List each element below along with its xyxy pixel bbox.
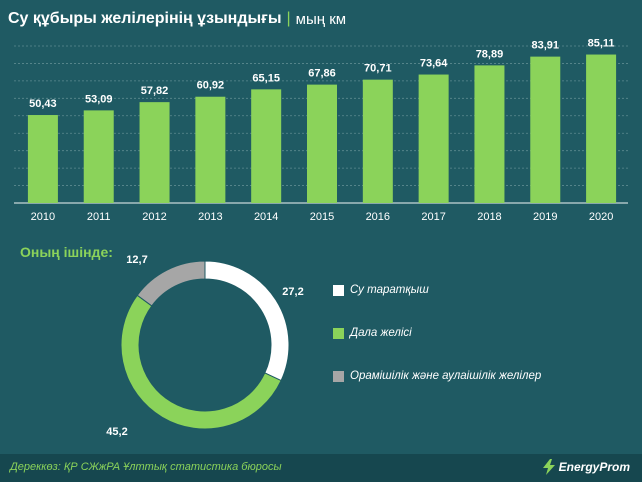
- x-tick-label: 2014: [254, 211, 278, 223]
- title-text: Су құбыры желілерінің ұзындығы: [8, 10, 282, 27]
- legend-label: Орамішілік және аулаішілік желілер: [350, 370, 542, 382]
- bar-value-label: 85,11: [588, 38, 615, 50]
- bar-2020: [586, 54, 617, 203]
- title-separator: |: [286, 10, 291, 27]
- x-tick-label: 2016: [366, 211, 390, 223]
- energyprom-logo: EnergyProm: [542, 459, 630, 475]
- bar-2019: [530, 56, 561, 204]
- x-tick-label: 2012: [142, 211, 166, 223]
- x-tick-label: 2015: [310, 211, 334, 223]
- donut-slice: [204, 260, 290, 382]
- bar-2018: [474, 65, 505, 204]
- bar-2013: [195, 96, 226, 203]
- legend-swatch: [333, 370, 344, 382]
- x-tick-label: 2013: [198, 211, 222, 223]
- logo-text: EnergyProm: [558, 460, 630, 474]
- bar-value-label: 70,71: [364, 63, 392, 75]
- x-tick-label: 2020: [589, 211, 613, 223]
- title-unit: мың км: [295, 10, 347, 28]
- bar-chart: 50,43 53,09 57,82 60,92 65,15 67,86 70,71 73,64…: [14, 38, 628, 223]
- donut-slices: [120, 260, 290, 430]
- source-text: Дереккөз: ҚР СЖжРА Ұлттық статистика бюр…: [10, 461, 282, 473]
- donut-value-label: 12,7: [126, 254, 147, 266]
- donut-slice: [136, 260, 206, 307]
- footer: Дереккөз: ҚР СЖжРА Ұлттық статистика бюр…: [0, 454, 642, 482]
- bar-2017: [418, 74, 449, 203]
- bar-value-label: 50,43: [29, 98, 57, 110]
- donut-title: Оның ішінде:: [20, 244, 113, 260]
- x-tick-label: 2018: [477, 211, 501, 223]
- donut-legend: Су таратқыш Дала желісі Орамішілік және …: [333, 282, 541, 411]
- donut-slice: [120, 294, 282, 430]
- x-tick-label: 2019: [533, 211, 557, 223]
- bar-value-label: 73,64: [420, 58, 448, 70]
- bar-value-label: 60,92: [197, 80, 225, 92]
- legend-label: Дала желісі: [350, 327, 412, 339]
- donut-value-label: 45,2: [106, 426, 127, 438]
- bar-x-ticks: 2010 2011 2012 2013 2014 2015 2016 2017 2018 2019…: [31, 211, 614, 223]
- bar-2012: [139, 102, 170, 203]
- donut-value-labels: 27,2 45,2 12,7: [106, 254, 303, 438]
- chart-title: Су құбыры желілерінің ұзындығы | мың км: [8, 7, 346, 31]
- bar-2015: [307, 84, 337, 203]
- bar-value-label: 67,86: [308, 68, 336, 80]
- legend-swatch: [333, 327, 344, 339]
- bar-value-label: 78,89: [476, 48, 504, 60]
- legend-item-oramishilik: Орамішілік және аулаішілік желілер: [333, 368, 541, 384]
- legend-item-su-taratqysh: Су таратқыш: [333, 282, 541, 298]
- x-tick-label: 2010: [31, 211, 55, 223]
- bar-2016: [362, 79, 393, 203]
- bar-value-labels: 50,43 53,09 57,82 60,92 65,15 67,86 70,71 73,64…: [29, 38, 614, 110]
- legend-item-dala-zhelisi: Дала желісі: [333, 325, 541, 341]
- x-tick-label: 2017: [421, 211, 445, 223]
- x-tick-label: 2011: [87, 211, 111, 223]
- donut-value-label: 27,2: [282, 286, 303, 298]
- bar-value-label: 65,15: [252, 72, 280, 84]
- bar-2011: [83, 110, 114, 203]
- donut-chart: 27,2 45,2 12,7: [106, 254, 303, 438]
- bar-marks: [27, 54, 617, 204]
- bar-value-label: 83,91: [532, 40, 560, 52]
- bar-2014: [251, 89, 282, 203]
- bar-2010: [27, 115, 58, 203]
- bar-value-label: 53,09: [85, 93, 113, 105]
- lightning-icon: [542, 459, 555, 475]
- bar-value-label: 57,82: [141, 85, 169, 97]
- legend-label: Су таратқыш: [350, 284, 429, 296]
- legend-swatch: [333, 284, 344, 296]
